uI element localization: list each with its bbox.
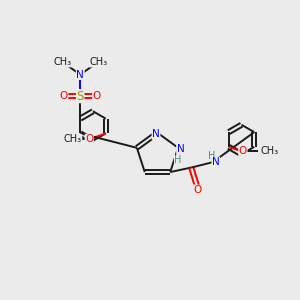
Text: N: N <box>177 144 184 154</box>
Text: N: N <box>76 70 84 80</box>
Text: O: O <box>239 146 247 156</box>
Text: S: S <box>76 90 84 103</box>
Text: CH₃: CH₃ <box>64 134 82 144</box>
Text: N: N <box>152 129 160 139</box>
Text: O: O <box>193 185 201 195</box>
Text: CH₃: CH₃ <box>89 57 107 67</box>
Text: CH₃: CH₃ <box>261 146 279 156</box>
Text: N: N <box>212 157 220 167</box>
Text: O: O <box>60 91 68 101</box>
Text: O: O <box>85 134 93 144</box>
Text: CH₃: CH₃ <box>53 57 71 67</box>
Text: H: H <box>174 155 182 165</box>
Text: O: O <box>93 91 101 101</box>
Text: H: H <box>208 151 215 160</box>
